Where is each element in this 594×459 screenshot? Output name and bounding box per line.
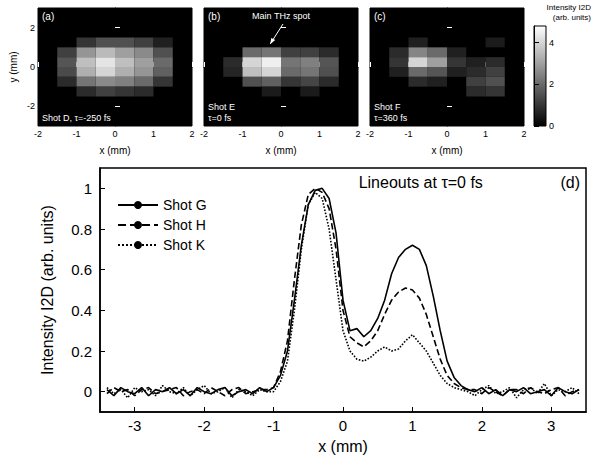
svg-text:0: 0 xyxy=(112,129,117,139)
svg-text:1: 1 xyxy=(483,129,488,139)
svg-text:Lineouts at τ=0 fs: Lineouts at τ=0 fs xyxy=(359,174,483,191)
svg-text:2: 2 xyxy=(355,129,360,139)
svg-text:Shot K: Shot K xyxy=(163,237,206,253)
svg-text:0: 0 xyxy=(278,129,283,139)
svg-text:τ=360 fs: τ=360 fs xyxy=(374,113,408,123)
svg-text:0: 0 xyxy=(84,383,92,400)
svg-text:2: 2 xyxy=(521,129,526,139)
svg-text:2: 2 xyxy=(189,129,194,139)
svg-text:y (mm): y (mm) xyxy=(8,51,19,82)
svg-text:1: 1 xyxy=(84,180,92,197)
svg-text:τ=0 fs: τ=0 fs xyxy=(208,113,232,123)
svg-text:-3: -3 xyxy=(128,417,141,434)
svg-text:0: 0 xyxy=(549,121,554,131)
svg-text:(d): (d) xyxy=(560,174,580,191)
svg-text:(c): (c) xyxy=(374,11,386,22)
svg-text:Shot F: Shot F xyxy=(374,102,401,112)
svg-text:-1: -1 xyxy=(72,129,80,139)
svg-text:Shot E: Shot E xyxy=(208,102,235,112)
svg-text:Shot H: Shot H xyxy=(163,217,206,233)
svg-text:-1: -1 xyxy=(238,129,246,139)
svg-text:1: 1 xyxy=(408,417,416,434)
svg-text:-1: -1 xyxy=(267,417,280,434)
svg-text:-2: -2 xyxy=(27,101,35,111)
svg-text:Shot G: Shot G xyxy=(163,197,207,213)
svg-text:-2: -2 xyxy=(200,129,208,139)
svg-text:3: 3 xyxy=(547,417,555,434)
svg-text:0.2: 0.2 xyxy=(71,343,92,360)
svg-text:0.8: 0.8 xyxy=(71,221,92,238)
svg-text:2: 2 xyxy=(549,79,554,89)
svg-text:1: 1 xyxy=(151,129,156,139)
svg-text:Main THz spot: Main THz spot xyxy=(252,11,310,21)
svg-text:0: 0 xyxy=(30,62,35,72)
svg-text:0: 0 xyxy=(444,129,449,139)
svg-text:-1: -1 xyxy=(404,129,412,139)
svg-text:Shot D, τ=-250 fs: Shot D, τ=-250 fs xyxy=(42,113,111,123)
svg-text:2: 2 xyxy=(30,23,35,33)
svg-text:0.6: 0.6 xyxy=(71,261,92,278)
svg-text:0.4: 0.4 xyxy=(71,302,92,319)
svg-text:(arb. units): (arb. units) xyxy=(553,13,592,22)
svg-text:2: 2 xyxy=(478,417,486,434)
svg-text:(b): (b) xyxy=(208,11,220,22)
svg-text:1: 1 xyxy=(317,129,322,139)
svg-text:x (mm): x (mm) xyxy=(99,145,130,156)
svg-text:-2: -2 xyxy=(366,129,374,139)
svg-text:Intensity I2D: Intensity I2D xyxy=(547,3,592,12)
svg-text:-2: -2 xyxy=(197,417,210,434)
svg-text:(a): (a) xyxy=(42,11,54,22)
svg-text:x (mm): x (mm) xyxy=(318,438,368,455)
svg-text:Intensity I2D (arb. units): Intensity I2D (arb. units) xyxy=(39,205,56,375)
svg-text:4: 4 xyxy=(549,38,554,48)
svg-text:x (mm): x (mm) xyxy=(265,145,296,156)
svg-text:0: 0 xyxy=(339,417,347,434)
svg-text:x (mm): x (mm) xyxy=(431,145,462,156)
svg-text:-2: -2 xyxy=(34,129,42,139)
